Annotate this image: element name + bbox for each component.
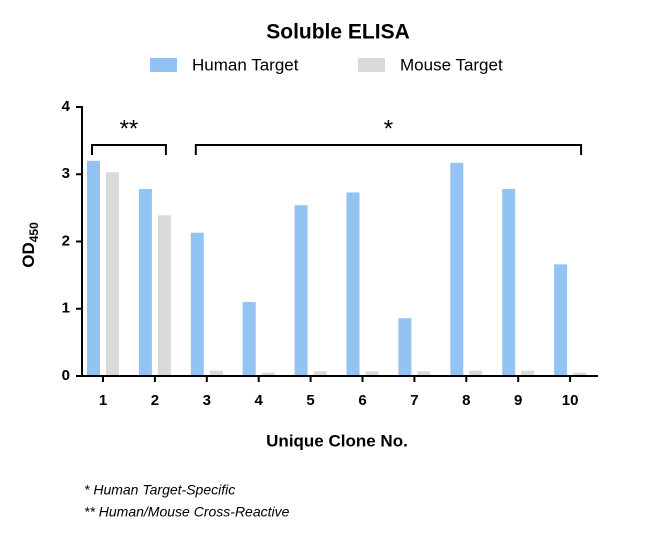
footnote: ** Human/Mouse Cross-Reactive [84,504,290,520]
annotation: * [384,115,393,142]
bar [573,372,587,376]
bracket [91,144,167,155]
y-tick-label: 0 [62,367,70,384]
x-tick-label: 4 [255,392,264,409]
x-tick-label: 9 [514,392,522,409]
bar [365,371,379,376]
y-tick-label: 2 [62,232,70,249]
x-tick-label: 10 [562,392,579,409]
annotation: ** [120,115,139,142]
bar [417,371,431,376]
bar [450,162,464,376]
bar [261,372,275,376]
bar [157,215,171,376]
legend-label: Mouse Target [400,55,503,74]
bar [346,192,360,376]
chart-title: Soluble ELISA [266,21,410,44]
bar [398,318,412,376]
bar [294,205,308,376]
y-axis-label: OD450 [19,222,41,268]
y-label-subscript: 450 [27,222,41,242]
bar [209,370,223,376]
bar [106,172,119,376]
bar [502,189,516,376]
bar [521,370,535,376]
y-tick-label: 4 [62,98,71,115]
bracket [194,144,583,155]
x-tick-label: 7 [410,392,418,409]
y-label-main: OD [19,242,38,268]
legend-label: Human Target [192,55,299,74]
bar [190,232,204,376]
bar [242,302,256,376]
x-tick-label: 5 [306,392,314,409]
legend-swatch [150,58,177,72]
footnote: * Human Target-Specific [84,482,235,498]
bar [138,189,152,376]
legend-swatch [358,58,385,72]
bar [469,370,483,376]
bar [313,371,327,376]
bar [554,264,568,376]
x-axis-label: Unique Clone No. [266,431,408,450]
x-tick-label: 3 [203,392,211,409]
y-tick-label: 3 [62,165,70,182]
x-tick-label: 6 [358,392,366,409]
y-tick-label: 1 [62,300,70,317]
x-tick-label: 1 [99,392,107,409]
bar [87,160,100,376]
x-tick-label: 2 [151,392,159,409]
x-tick-label: 8 [462,392,470,409]
